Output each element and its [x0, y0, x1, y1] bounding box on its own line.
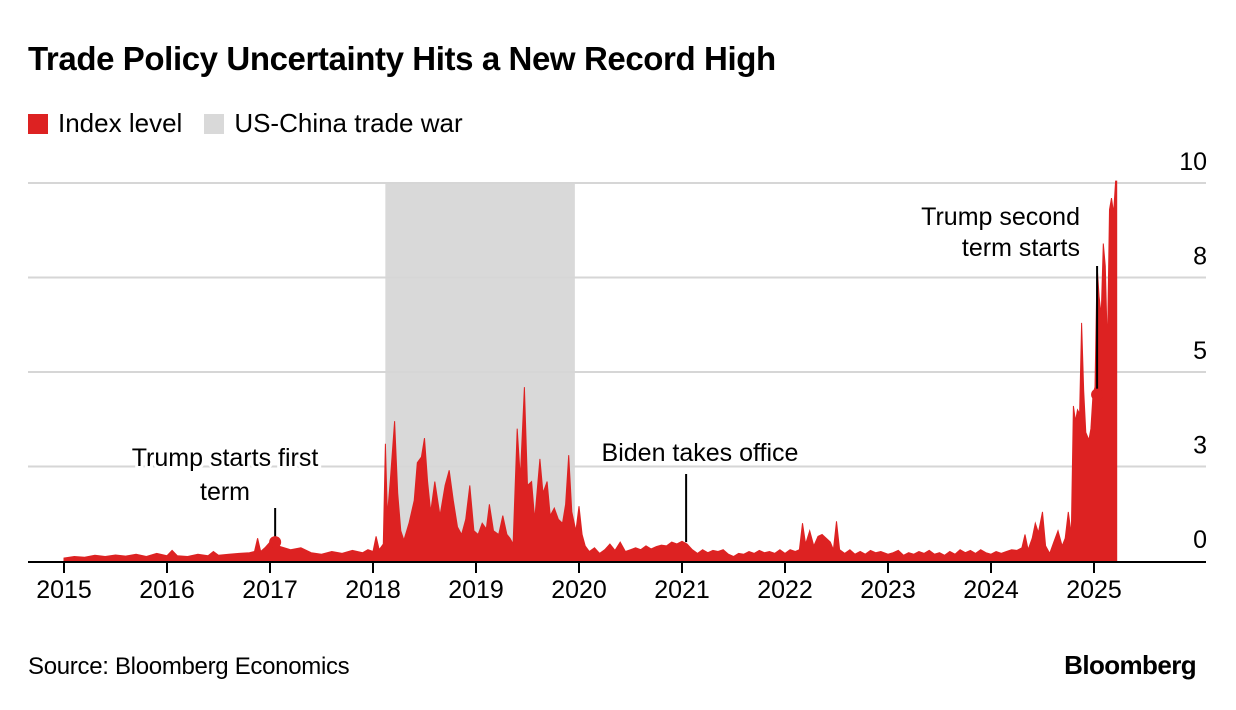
- chart-title: Trade Policy Uncertainty Hits a New Reco…: [28, 40, 776, 77]
- legend-swatch-index-level: [28, 113, 48, 134]
- source-note: Source: Bloomberg Economics: [28, 653, 350, 680]
- annotation-label: term starts: [962, 234, 1080, 262]
- x-tick-label: 2025: [1066, 576, 1122, 604]
- annotation-marker: [269, 536, 282, 549]
- y-tick-label: 10: [1179, 148, 1207, 176]
- annotation-label: Biden takes office: [602, 439, 799, 467]
- x-axis: 2015 2016 2017 2018 2019 2020 2021 2022 2023 2024…: [28, 561, 1206, 604]
- y-tick-label: 3: [1193, 432, 1207, 460]
- legend-label-trade-war: US-China trade war: [234, 108, 463, 138]
- x-tick-label: 2019: [448, 576, 504, 604]
- annotation-marker: [1091, 388, 1104, 401]
- legend-item-trade-war: US-China trade war: [204, 108, 463, 139]
- x-tick-label: 2018: [345, 576, 401, 604]
- series-index-level: [63, 180, 1118, 562]
- x-tick-label: 2023: [860, 576, 916, 604]
- x-tick-label: 2020: [551, 576, 607, 604]
- x-tick-label: 2021: [654, 576, 710, 604]
- legend-swatch-trade-war: [204, 113, 225, 134]
- y-tick-label: 0: [1193, 526, 1207, 554]
- series-area: [63, 180, 1118, 562]
- x-tick-label: 2017: [242, 576, 298, 604]
- annotation-label: Trump starts first: [132, 444, 319, 472]
- x-tick-label: 2015: [36, 576, 92, 604]
- x-tick-label: 2022: [757, 576, 813, 604]
- gridlines: [28, 182, 1206, 468]
- legend: Index level US-China trade war: [28, 108, 485, 139]
- legend-label-index-level: Index level: [58, 108, 183, 138]
- annotation-label: term: [200, 478, 250, 506]
- x-tick-label: 2024: [963, 576, 1019, 604]
- bloomberg-logo: Bloomberg: [1064, 650, 1196, 680]
- legend-item-index-level: Index level: [28, 108, 182, 139]
- y-tick-label: 5: [1193, 337, 1207, 365]
- x-tick-label: 2016: [139, 576, 195, 604]
- annotations: Trump starts first term Biden takes office…: [129, 200, 1104, 549]
- y-axis: 0 3 5 8 10: [1179, 148, 1207, 554]
- annotation-label: Trump second: [921, 203, 1080, 231]
- y-tick-label: 8: [1193, 243, 1207, 271]
